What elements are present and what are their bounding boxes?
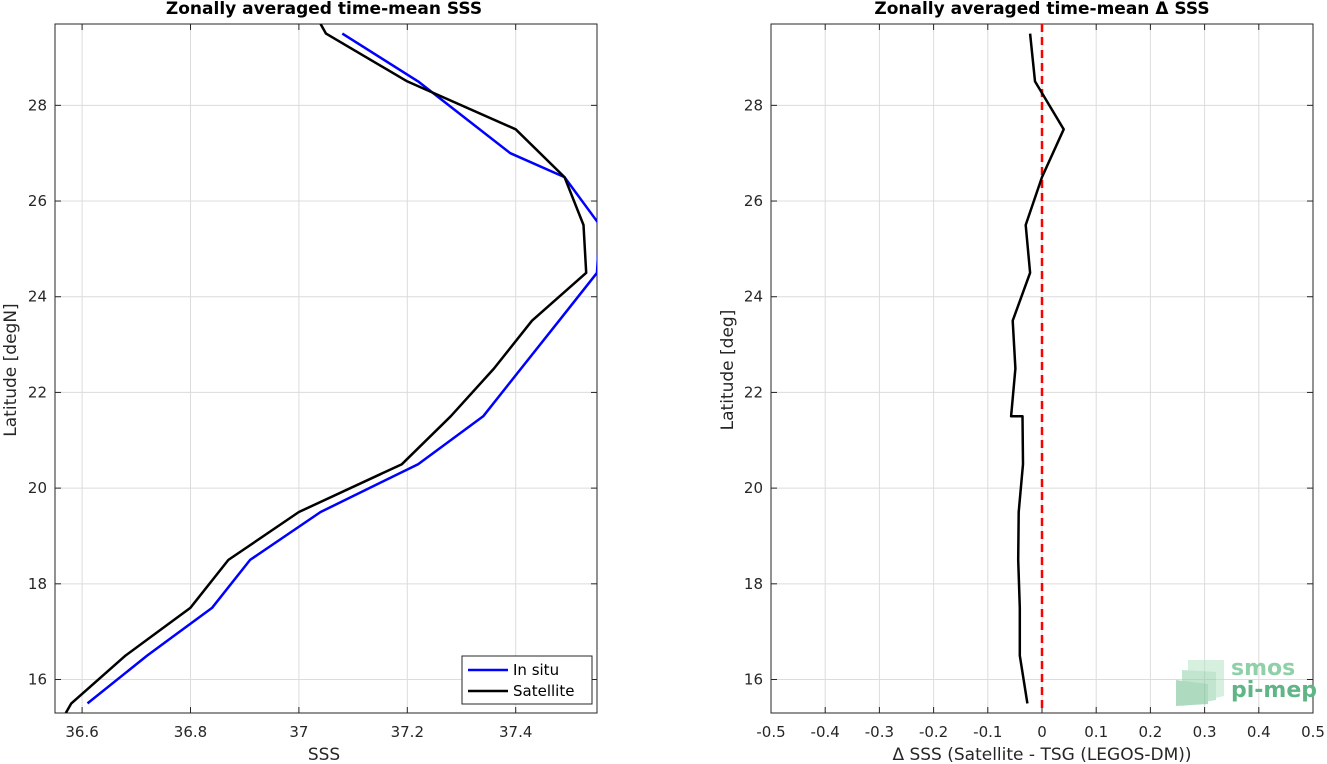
right-x-tick-label: 0 [1037,723,1047,741]
left-y-tick-label: 16 [28,671,47,689]
logo-text-pi-mep: pi-mep [1231,678,1317,703]
left-y-tick-label: 22 [28,383,47,401]
right-line-series-0 [1009,33,1065,704]
left-panel: 36.6 36.8 37 37.2 37.4 16 18 20 22 24 26 28 Zonall… [1,0,598,764]
right-x-axis-label: Δ SSS (Satellite - TSG (LEGOS-DM)) [892,745,1191,764]
right-y-tick-label: 24 [744,288,763,306]
right-y-tick-label: 18 [744,575,763,593]
right-y-tick-label: 20 [744,479,763,497]
legend-label-in-situ: In situ [513,661,559,679]
right-chart-title: Zonally averaged time-mean Δ SSS [874,0,1209,19]
left-y-tick-label: 20 [28,479,47,497]
legend: In situ Satellite [461,655,593,705]
right-x-tick-label: 0.4 [1247,723,1271,741]
right-series [1009,24,1065,713]
right-x-tick-label: -0.4 [811,723,840,741]
right-x-tick-label: 0.5 [1301,723,1325,741]
left-line-satellite [64,24,588,713]
logo-graphic [1176,660,1224,706]
right-y-tick-label: 26 [744,192,763,210]
right-x-tick-label: 0.2 [1138,723,1162,741]
legend-label-satellite: Satellite [513,682,574,700]
left-x-tick-label: 37 [289,723,308,741]
left-chart-title: Zonally averaged time-mean SSS [166,0,482,19]
left-axes-frame [54,23,598,714]
left-y-tick-label: 28 [28,96,47,114]
left-y-axis-label: Latitude [degN] [1,303,21,436]
left-grid [55,24,597,713]
left-y-tick-label: 18 [28,575,47,593]
right-y-tick-label: 22 [744,383,763,401]
left-line-in-situ [86,32,597,705]
left-x-tick-label: 36.8 [174,723,207,741]
right-panel: -0.5 -0.4 -0.3 -0.2 -0.1 0 0.1 0.2 0.3 0.4 0.5 161… [718,0,1325,764]
right-y-ticks: 16 18 20 22 24 26 28 [744,96,1313,689]
right-x-tick-label: -0.3 [865,723,894,741]
right-x-ticks: -0.5 -0.4 -0.3 -0.2 -0.1 0 0.1 0.2 0.3 0.4 0.5 [756,24,1325,741]
left-y-tick-label: 24 [28,288,47,306]
right-x-tick-label: 0.1 [1084,723,1108,741]
right-y-axis-label: Latitude [deg] [718,310,738,431]
right-x-tick-label: -0.5 [756,723,785,741]
left-y-ticks: 16 18 20 22 24 26 28 [28,96,597,689]
left-y-tick-label: 26 [28,192,47,210]
right-x-tick-label: 0.3 [1193,723,1217,741]
right-x-tick-label: -0.2 [919,723,948,741]
logo-text-smos: smos [1231,656,1295,681]
smos-pi-mep-logo: smos pi-mep [1176,656,1317,706]
right-y-tick-label: 28 [744,96,763,114]
left-x-axis-label: SSS [308,745,340,764]
left-series [64,24,597,713]
right-plot-area [1009,24,1065,713]
left-plot-area [64,24,597,713]
left-x-ticks: 36.6 36.8 37 37.2 37.4 [65,24,532,741]
left-x-tick-label: 36.6 [65,723,98,741]
left-x-tick-label: 37.2 [391,723,424,741]
left-axes-box [54,23,598,714]
right-y-tick-label: 16 [744,671,763,689]
left-x-tick-label: 37.4 [499,723,532,741]
legend-box [461,655,593,705]
right-x-tick-label: -0.1 [973,723,1002,741]
